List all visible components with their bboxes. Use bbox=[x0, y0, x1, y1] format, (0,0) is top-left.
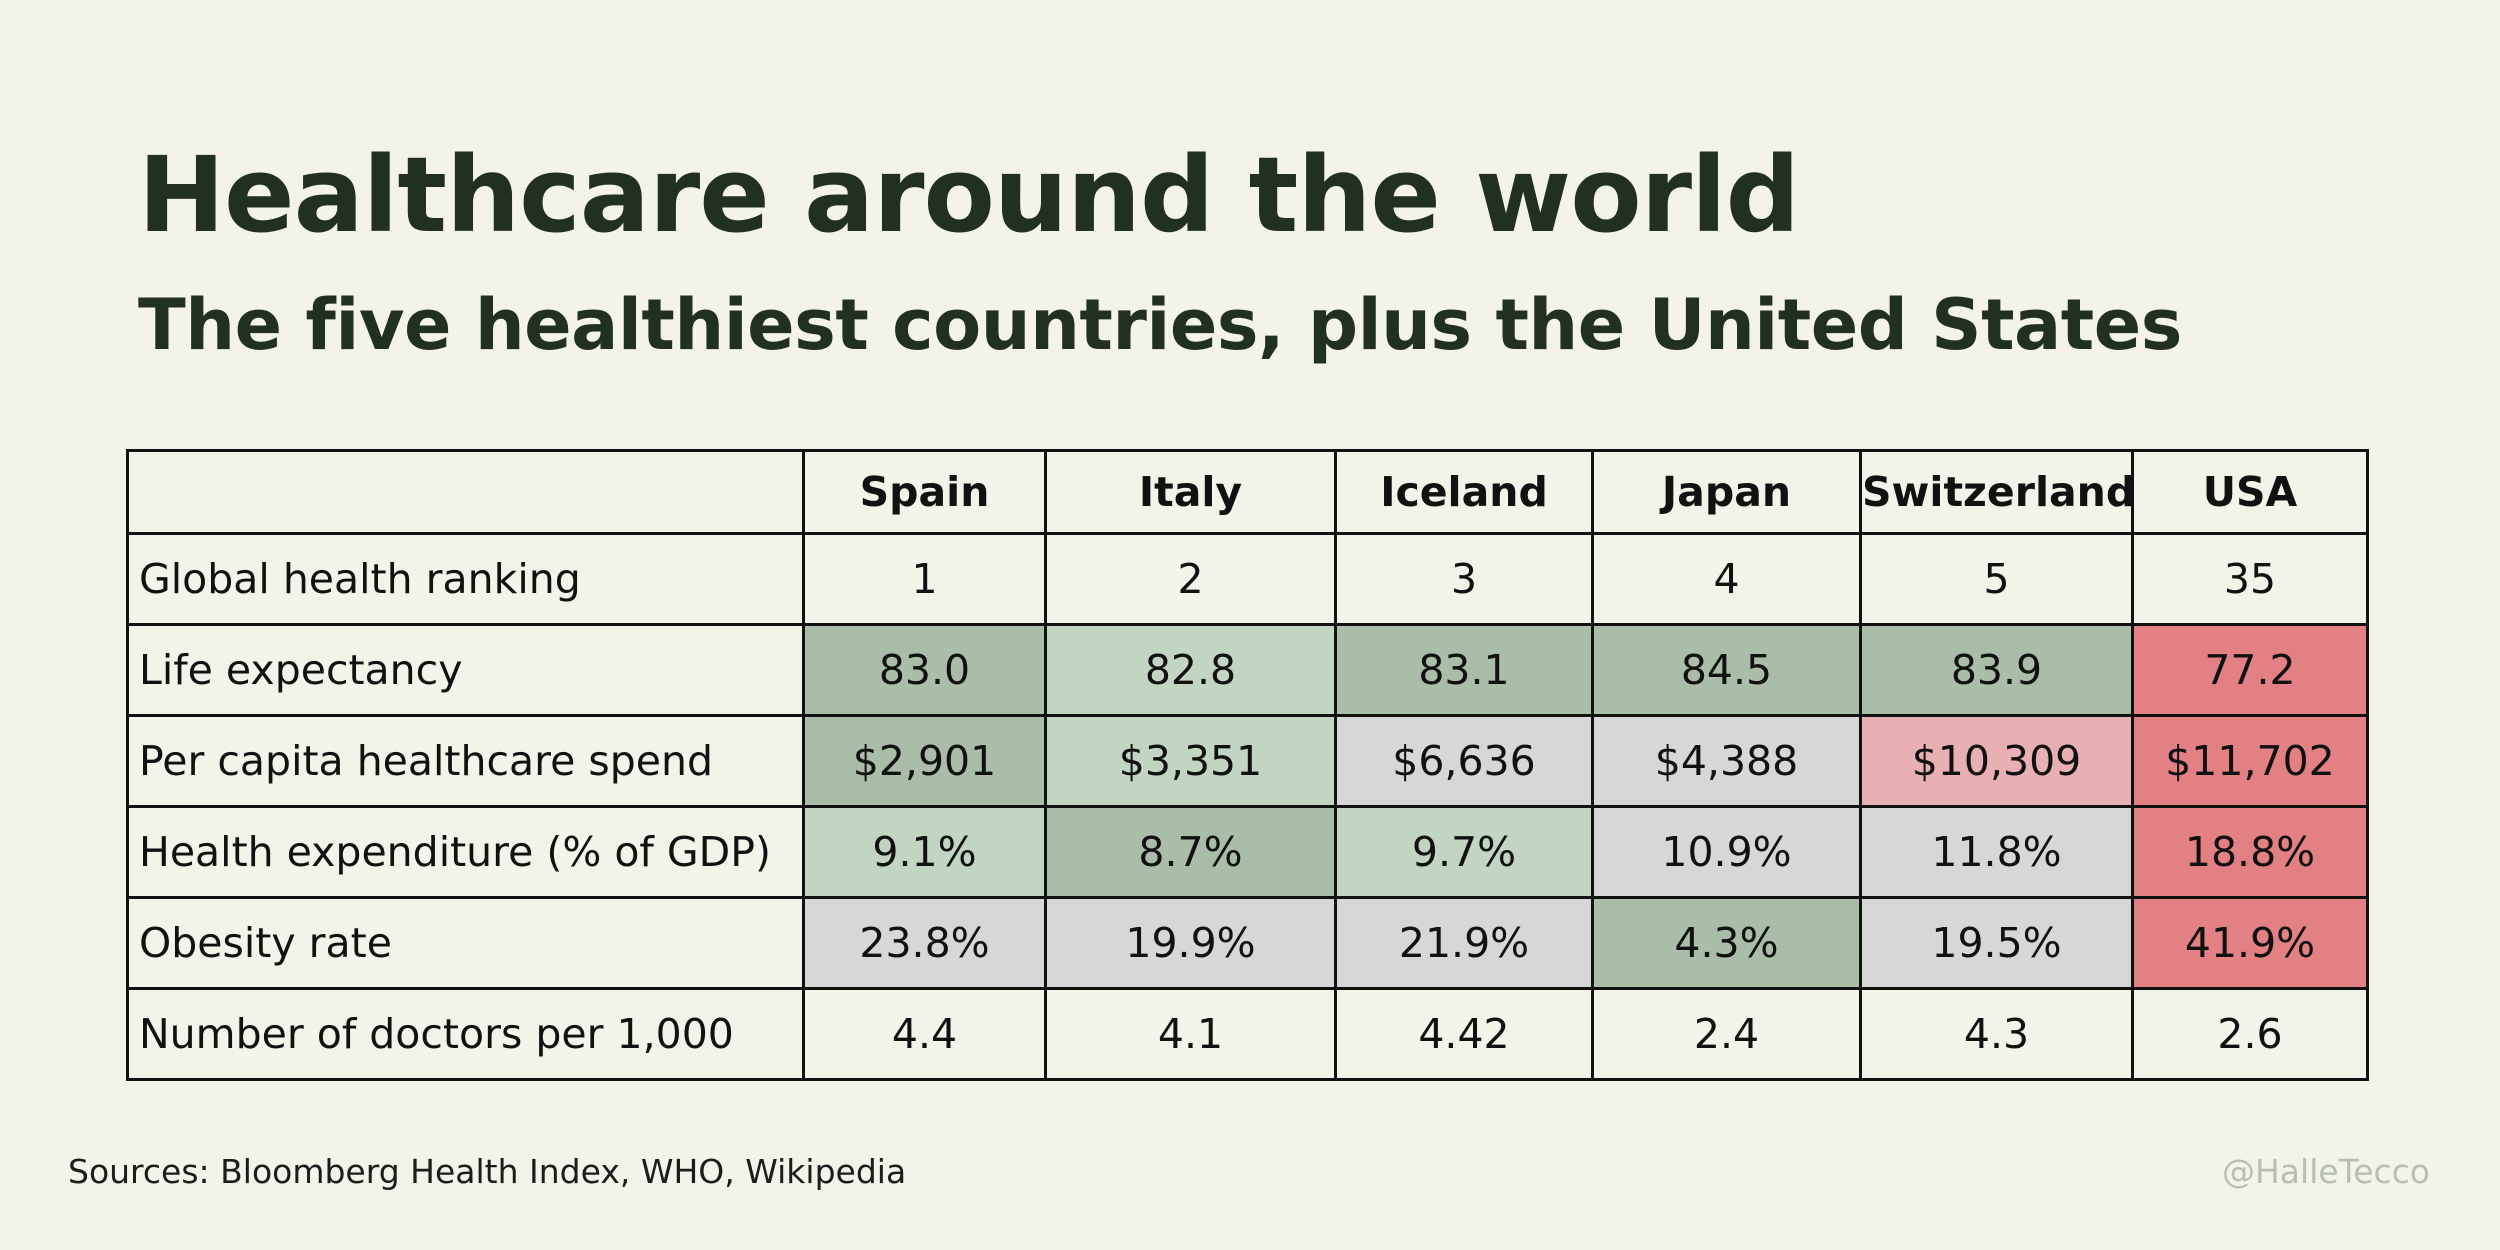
row-label: Number of doctors per 1,000 bbox=[126, 987, 805, 1081]
cell-italy: 2 bbox=[1044, 532, 1337, 626]
cell-italy: 4.1 bbox=[1044, 987, 1337, 1081]
cell-iceland: 21.9% bbox=[1334, 896, 1594, 990]
column-header-iceland: Iceland bbox=[1334, 449, 1594, 535]
row-label: Life expectancy bbox=[126, 623, 805, 717]
cell-usa: $11,702 bbox=[2131, 714, 2369, 808]
cell-spain: $2,901 bbox=[802, 714, 1047, 808]
column-header-japan: Japan bbox=[1591, 449, 1862, 535]
cell-iceland: 83.1 bbox=[1334, 623, 1594, 717]
table-body: Global health ranking 1 2 3 4 5 35 Life expecta… bbox=[126, 532, 2369, 1081]
cell-switzerland: 19.5% bbox=[1859, 896, 2134, 990]
column-header-usa: USA bbox=[2131, 449, 2369, 535]
row-health-expenditure: Health expenditure (% of GDP) 9.1% 8.7% 9.7… bbox=[126, 805, 2369, 899]
cell-iceland: $6,636 bbox=[1334, 714, 1594, 808]
cell-italy: 8.7% bbox=[1044, 805, 1337, 899]
cell-japan: 4.3% bbox=[1591, 896, 1862, 990]
cell-usa: 2.6 bbox=[2131, 987, 2369, 1081]
cell-switzerland: $10,309 bbox=[1859, 714, 2134, 808]
cell-japan: 4 bbox=[1591, 532, 1862, 626]
row-obesity-rate: Obesity rate 23.8% 19.9% 21.9% 4.3% 19.5% 41.9… bbox=[126, 896, 2369, 990]
row-label: Health expenditure (% of GDP) bbox=[126, 805, 805, 899]
cell-japan: $4,388 bbox=[1591, 714, 1862, 808]
row-label: Per capita healthcare spend bbox=[126, 714, 805, 808]
comparison-table: Spain Italy Iceland Japan Switzerland US… bbox=[126, 449, 2369, 1081]
cell-japan: 10.9% bbox=[1591, 805, 1862, 899]
cell-switzerland: 4.3 bbox=[1859, 987, 2134, 1081]
row-life-expectancy: Life expectancy 83.0 82.8 83.1 84.5 83.9 77.2 bbox=[126, 623, 2369, 717]
row-label: Global health ranking bbox=[126, 532, 805, 626]
cell-iceland: 4.42 bbox=[1334, 987, 1594, 1081]
chart-title: Healthcare around the world bbox=[138, 134, 1800, 256]
cell-usa: 77.2 bbox=[2131, 623, 2369, 717]
sources-note: Sources: Bloomberg Health Index, WHO, Wi… bbox=[68, 1152, 907, 1191]
row-label: Obesity rate bbox=[126, 896, 805, 990]
column-header-spain: Spain bbox=[802, 449, 1047, 535]
cell-iceland: 9.7% bbox=[1334, 805, 1594, 899]
corner-cell bbox=[126, 449, 805, 535]
cell-switzerland: 83.9 bbox=[1859, 623, 2134, 717]
cell-usa: 18.8% bbox=[2131, 805, 2369, 899]
column-header-switzerland: Switzerland bbox=[1859, 449, 2135, 535]
cell-italy: $3,351 bbox=[1044, 714, 1337, 808]
cell-italy: 82.8 bbox=[1044, 623, 1337, 717]
cell-spain: 4.4 bbox=[802, 987, 1047, 1081]
cell-japan: 2.4 bbox=[1591, 987, 1862, 1081]
row-per-capita-spend: Per capita healthcare spend $2,901 $3,351 $… bbox=[126, 714, 2369, 808]
cell-japan: 84.5 bbox=[1591, 623, 1862, 717]
cell-italy: 19.9% bbox=[1044, 896, 1337, 990]
cell-spain: 23.8% bbox=[802, 896, 1047, 990]
cell-usa: 35 bbox=[2131, 532, 2369, 626]
row-doctors-per-1000: Number of doctors per 1,000 4.4 4.1 4.42 2.4… bbox=[126, 987, 2369, 1081]
author-handle: @HalleTecco bbox=[2221, 1152, 2430, 1191]
cell-spain: 9.1% bbox=[802, 805, 1047, 899]
column-header-italy: Italy bbox=[1044, 449, 1337, 535]
chart-subtitle: The five healthiest countries, plus the … bbox=[138, 284, 2182, 366]
cell-spain: 1 bbox=[802, 532, 1047, 626]
cell-iceland: 3 bbox=[1334, 532, 1594, 626]
row-global-health-ranking: Global health ranking 1 2 3 4 5 35 bbox=[126, 532, 2369, 626]
header-row: Spain Italy Iceland Japan Switzerland US… bbox=[126, 449, 2369, 535]
cell-usa: 41.9% bbox=[2131, 896, 2369, 990]
cell-switzerland: 11.8% bbox=[1859, 805, 2134, 899]
cell-spain: 83.0 bbox=[802, 623, 1047, 717]
cell-switzerland: 5 bbox=[1859, 532, 2134, 626]
